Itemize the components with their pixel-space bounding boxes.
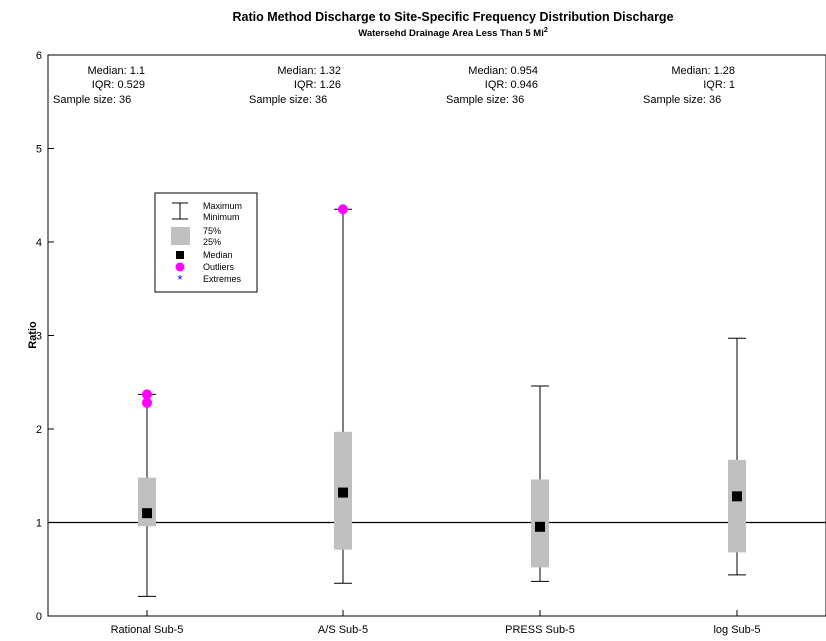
plot-frame bbox=[47, 54, 826, 617]
stat-sample-size: Sample size: 36 bbox=[53, 94, 131, 106]
x-category-label: log Sub-5 bbox=[713, 624, 760, 636]
chart-title: Ratio Method Discharge to Site-Specific … bbox=[232, 10, 673, 24]
chart-subtitle: Watersehd Drainage Area Less Than 5 Mi2 bbox=[358, 27, 548, 39]
summary-statistics: Median: 1.1 IQR: 0.529 Sample size: 36 Medi… bbox=[53, 65, 735, 106]
outlier-point bbox=[142, 397, 152, 408]
iqr-box bbox=[138, 477, 156, 527]
y-tick-label: 0 bbox=[36, 611, 42, 623]
legend-minimum: Minimum bbox=[203, 212, 240, 222]
x-category-label: PRESS Sub-5 bbox=[505, 624, 575, 636]
legend-q3: 75% bbox=[203, 226, 221, 236]
median-marker bbox=[535, 521, 545, 532]
stat-iqr: IQR: 1 bbox=[703, 79, 735, 91]
box-2 bbox=[334, 204, 352, 584]
y-tick-label: 2 bbox=[36, 424, 42, 436]
x-category-label: A/S Sub-5 bbox=[318, 624, 368, 636]
y-axis-ticks: 0 1 2 3 4 5 6 bbox=[36, 50, 54, 623]
stat-median: Median: 1.28 bbox=[671, 65, 735, 77]
x-axis-categories: Rational Sub-5 A/S Sub-5 PRESS Sub-5 log Su… bbox=[111, 610, 761, 636]
legend-outlier-icon bbox=[175, 262, 185, 272]
y-tick-label: 5 bbox=[36, 144, 42, 156]
stat-median: Median: 0.954 bbox=[468, 65, 538, 77]
stat-sample-size: Sample size: 36 bbox=[249, 94, 327, 106]
stat-iqr: IQR: 1.26 bbox=[294, 79, 341, 91]
median-marker bbox=[732, 491, 742, 502]
x-category-label: Rational Sub-5 bbox=[111, 624, 184, 636]
y-tick-label: 1 bbox=[36, 518, 42, 530]
box-4 bbox=[728, 337, 746, 576]
legend-median-icon bbox=[176, 251, 184, 259]
stat-sample-size: Sample size: 36 bbox=[446, 94, 524, 106]
median-marker bbox=[142, 508, 152, 519]
y-tick-label: 4 bbox=[36, 237, 42, 249]
iqr-box bbox=[728, 459, 746, 553]
stat-median: Median: 1.1 bbox=[88, 65, 145, 77]
legend-extreme-icon: * bbox=[177, 272, 182, 287]
legend-q1: 25% bbox=[203, 237, 221, 247]
median-marker bbox=[338, 487, 348, 498]
legend-whisker-icon bbox=[172, 202, 188, 220]
y-tick-label: 6 bbox=[36, 50, 42, 62]
legend-maximum: Maximum bbox=[203, 201, 242, 211]
box-3 bbox=[531, 385, 549, 582]
y-axis-label: Ratio bbox=[27, 321, 39, 349]
box-1 bbox=[138, 389, 156, 597]
legend-extremes: Extremes bbox=[203, 274, 242, 284]
legend-median: Median bbox=[203, 250, 233, 260]
box-series bbox=[138, 204, 746, 597]
legend-box-icon bbox=[171, 227, 190, 245]
stat-iqr: IQR: 0.946 bbox=[485, 79, 538, 91]
stat-sample-size: Sample size: 36 bbox=[643, 94, 721, 106]
legend: Maximum Minimum 75% 25% Median Outliers … bbox=[154, 192, 258, 293]
stat-median: Median: 1.32 bbox=[277, 65, 341, 77]
legend-outliers: Outliers bbox=[203, 262, 235, 272]
outlier-point bbox=[142, 389, 152, 400]
y-tick-label: 3 bbox=[36, 331, 42, 343]
stat-iqr: IQR: 0.529 bbox=[92, 79, 145, 91]
outlier-point bbox=[338, 204, 348, 215]
